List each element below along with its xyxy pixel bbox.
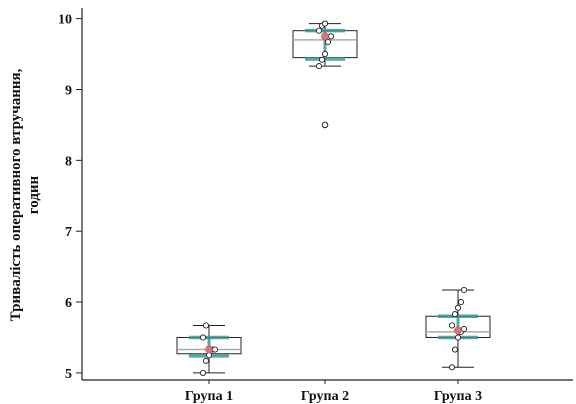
data-point	[199, 369, 207, 376]
y-tick-label: 9	[65, 83, 72, 98]
data-point	[202, 322, 210, 329]
y-tick-label: 7	[65, 225, 72, 240]
data-point	[460, 325, 468, 333]
mean-marker	[454, 326, 462, 335]
data-point	[321, 20, 329, 27]
data-point	[451, 346, 459, 353]
y-tick-label: 6	[65, 296, 72, 311]
axes: 5 6 7 8 9 10 Група 1 Група 2 Група 3	[58, 8, 573, 404]
data-point	[448, 364, 456, 371]
box-group	[425, 286, 491, 371]
y-axis-title-line2: годин	[26, 175, 42, 214]
data-point	[451, 311, 459, 318]
plot-marks	[176, 20, 491, 376]
data-point	[315, 63, 323, 70]
box-group	[176, 322, 242, 376]
data-point	[211, 346, 219, 353]
outlier-point	[321, 121, 329, 129]
mean-marker	[205, 345, 213, 354]
x-category-label: Група 2	[301, 389, 349, 404]
data-point	[202, 357, 210, 364]
data-point	[327, 33, 335, 40]
data-point	[460, 286, 468, 294]
y-tick-label: 8	[65, 154, 72, 169]
data-point	[199, 334, 207, 341]
data-point	[454, 334, 462, 341]
y-tick-label: 10	[58, 13, 72, 28]
data-point	[321, 51, 329, 58]
box-group	[292, 20, 358, 129]
x-category-label: Група 3	[434, 389, 482, 404]
data-point	[318, 56, 326, 63]
data-point	[457, 299, 465, 306]
y-tick-label: 5	[65, 367, 72, 382]
y-axis-title-line1: Тривалість оперативного втручання,	[8, 68, 24, 321]
data-point	[324, 38, 332, 46]
x-category-label: Група 1	[185, 389, 233, 404]
data-point	[454, 304, 462, 311]
mean-marker	[321, 32, 329, 41]
data-point	[315, 27, 323, 34]
data-point	[448, 322, 456, 329]
